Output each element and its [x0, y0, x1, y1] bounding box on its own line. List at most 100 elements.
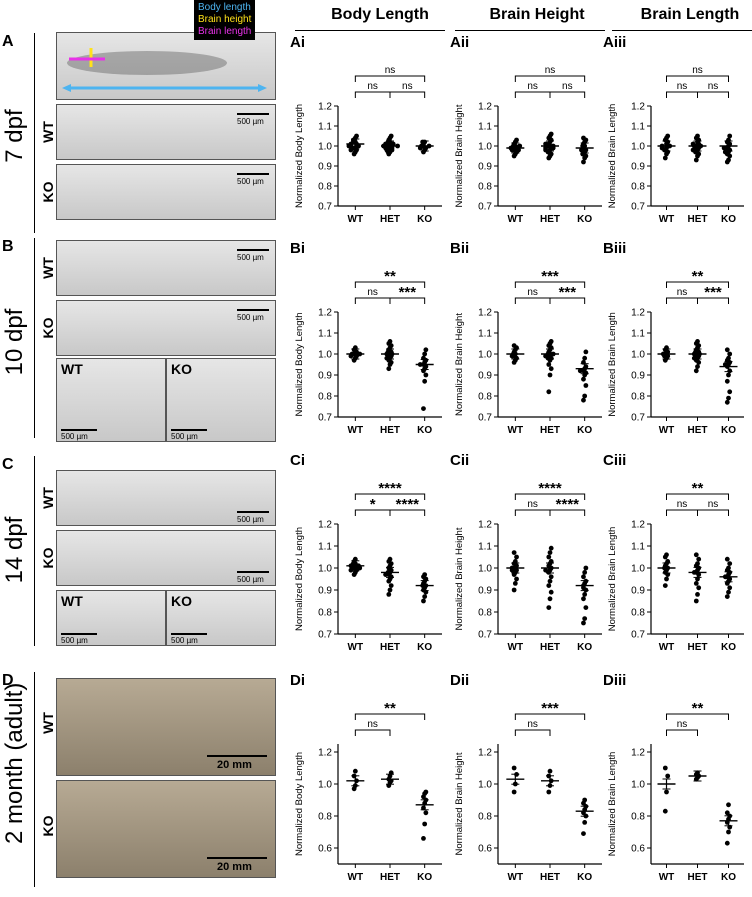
scatter-chart: 0.7 0.8 0.9 1.0 1.1 1.2 Normalized Brain Heigh…	[454, 65, 602, 225]
data-point	[724, 378, 730, 384]
data-point	[546, 554, 552, 560]
x-tick-label: KO	[417, 425, 432, 436]
panel-letter-B: B	[2, 238, 14, 255]
data-point	[665, 773, 671, 779]
significance-label: ns	[527, 81, 538, 92]
data-point	[691, 355, 697, 361]
col-header-body-length: Body Length	[331, 6, 429, 23]
scatter-chart: 0.7 0.8 0.9 1.0 1.1 1.2 Normalized Brain Lengt…	[607, 480, 744, 653]
significance-bracket	[514, 91, 551, 98]
fish-measurement-diagram	[62, 48, 267, 92]
chart-panel: Ciii 0.7 0.8 0.9 1.0 1.1 1.2 Normalized Brain L…	[603, 452, 752, 662]
y-tick-label: 0.7	[318, 630, 332, 641]
data-point	[547, 550, 553, 555]
y-tick-label: 1.1	[318, 329, 332, 340]
data-point	[664, 576, 669, 582]
data-point	[662, 353, 667, 359]
x-tick-label: KO	[577, 425, 592, 436]
data-point	[724, 347, 730, 353]
data-point	[695, 592, 700, 597]
significance-bracket	[666, 75, 729, 82]
x-tick-label: KO	[417, 214, 432, 225]
data-point	[582, 592, 588, 597]
data-point	[726, 157, 731, 163]
data-point	[548, 589, 554, 595]
data-point	[352, 768, 358, 774]
data-point	[581, 135, 586, 141]
fish-image-ko: 500 µm	[56, 530, 276, 586]
genotype-label: WT	[40, 121, 56, 143]
data-point	[726, 829, 731, 835]
x-tick-label: KO	[721, 214, 736, 225]
data-point	[722, 362, 728, 367]
data-point	[417, 145, 423, 151]
data-point	[546, 605, 552, 610]
y-tick-label: 1.1	[478, 329, 492, 340]
data-point	[346, 143, 352, 149]
chart-panel: Aii 0.7 0.8 0.9 1.0 1.1 1.2 Normalized Brain He…	[450, 34, 610, 234]
significance-label: ns	[527, 499, 538, 510]
data-point	[695, 133, 700, 139]
genotype-label: KO	[40, 317, 56, 339]
significance-bracket	[549, 297, 586, 304]
y-tick-label: 1.2	[631, 308, 645, 319]
data-point	[547, 768, 553, 774]
significance-label: ***	[399, 284, 417, 301]
significance-bracket	[354, 729, 391, 736]
col-header-rule	[295, 30, 445, 31]
x-tick-label: KO	[417, 642, 432, 653]
y-tick-label: 1.0	[318, 142, 332, 153]
scale-bar	[207, 857, 267, 859]
x-tick-label: WT	[508, 425, 524, 436]
significance-label: ****	[378, 480, 402, 497]
y-tick-label: 0.6	[631, 844, 645, 855]
scatter-chart: 0.7 0.8 0.9 1.0 1.1 1.2 Normalized Brain Lengt…	[607, 268, 744, 436]
y-axis-label: Normalized Body Length	[294, 312, 305, 416]
x-tick-label: KO	[577, 214, 592, 225]
data-point	[548, 131, 554, 137]
data-point	[421, 598, 426, 604]
data-point	[693, 349, 698, 355]
y-tick-label: 0.7	[631, 202, 645, 213]
data-point	[726, 589, 731, 595]
y-tick-label: 1.0	[478, 142, 492, 153]
chart-panel: Biii 0.7 0.8 0.9 1.0 1.1 1.2 Normalized Brain L…	[603, 240, 752, 445]
data-point	[665, 133, 671, 139]
data-point	[548, 545, 554, 551]
significance-label: ****	[556, 496, 580, 513]
y-tick-label: 0.6	[478, 844, 492, 855]
x-tick-label: WT	[348, 642, 364, 653]
data-point	[693, 581, 699, 586]
panel-letter-D: D	[2, 672, 14, 689]
data-point	[422, 378, 428, 384]
significance-label: ns	[677, 719, 688, 730]
genotype-label: WT	[40, 712, 56, 734]
data-point	[724, 399, 730, 405]
data-point	[423, 347, 429, 353]
y-tick-label: 1.1	[318, 122, 332, 133]
scatter-chart: 0.7 0.8 0.9 1.0 1.1 1.2 Normalized Brain Heigh…	[454, 480, 602, 653]
x-tick-label: WT	[659, 872, 675, 883]
data-point	[514, 554, 519, 560]
y-tick-label: 1.0	[318, 780, 332, 791]
y-tick-label: 1.2	[631, 748, 645, 759]
y-axis-label: Normalized Brain Height	[454, 527, 465, 630]
significance-label: ns	[402, 81, 413, 92]
scale-bar	[237, 571, 269, 573]
significance-label: ns	[545, 65, 556, 76]
significance-label: ns	[677, 81, 688, 92]
significance-label: ns	[708, 499, 719, 510]
y-tick-label: 1.1	[631, 329, 645, 340]
significance-label: ***	[559, 284, 577, 301]
data-point	[577, 368, 583, 374]
scale-label: 500 µm	[237, 313, 264, 322]
significance-label: **	[384, 268, 396, 285]
x-tick-label: HET	[688, 872, 708, 883]
y-tick-label: 1.0	[478, 564, 492, 575]
data-point	[695, 339, 700, 344]
data-point	[511, 765, 517, 771]
y-tick-label: 0.7	[631, 413, 645, 424]
y-tick-label: 1.1	[631, 542, 645, 553]
closeup-label: KO	[171, 593, 192, 609]
data-point	[583, 383, 589, 388]
